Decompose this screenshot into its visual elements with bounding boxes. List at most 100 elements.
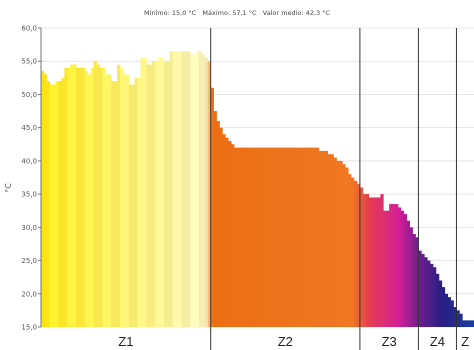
bar (49, 84, 54, 327)
bar (421, 253, 425, 327)
bar (330, 154, 334, 327)
bar (342, 164, 346, 327)
bar (119, 67, 124, 327)
bar (406, 220, 410, 327)
bar (122, 74, 127, 327)
bar (96, 64, 100, 328)
bar (152, 61, 156, 327)
bar (275, 147, 279, 327)
bar (298, 147, 302, 327)
bar (210, 87, 214, 327)
bar (430, 263, 434, 327)
bar (447, 297, 451, 327)
bar (248, 147, 252, 327)
bar (456, 310, 460, 327)
bar-series (41, 51, 474, 328)
bar (313, 147, 317, 327)
bar (155, 61, 159, 327)
bar (108, 74, 112, 327)
bar (371, 197, 375, 327)
bar (465, 320, 469, 327)
bar (219, 127, 223, 328)
bar (128, 84, 133, 327)
bar (61, 77, 65, 327)
bar (41, 71, 45, 327)
avg-temp-text: Valor medio: 42,3 °C (262, 9, 331, 17)
bar (348, 174, 352, 327)
bar (137, 77, 141, 327)
bar (222, 134, 226, 327)
bar (301, 147, 305, 327)
bar (289, 147, 293, 327)
bar (468, 320, 472, 327)
bar (70, 64, 74, 328)
bar (427, 260, 431, 327)
bar (193, 54, 197, 327)
bar (397, 207, 402, 327)
bar (433, 267, 437, 327)
bar (424, 257, 428, 327)
bar (266, 147, 270, 327)
bar (286, 147, 291, 327)
bar (418, 250, 422, 327)
bar (438, 280, 443, 327)
bar (272, 147, 276, 327)
bar (321, 150, 326, 327)
bar (158, 57, 162, 328)
bar (242, 147, 247, 327)
y-tick-label: 35,0 (21, 191, 37, 199)
bar (79, 67, 83, 327)
bar (149, 64, 153, 328)
bar (412, 233, 416, 327)
bar (172, 51, 176, 327)
bar (178, 51, 182, 327)
bar (239, 147, 244, 327)
axes: 60,0 55,0 50,0 45,0 40,0 35,0 30,0 25,0 20,0 15,0 (21, 25, 42, 332)
bar (333, 157, 337, 327)
bar (207, 61, 212, 327)
bar (160, 57, 165, 328)
bar (231, 144, 235, 327)
bar (102, 67, 106, 327)
bar (201, 54, 206, 327)
bar (400, 210, 405, 327)
bar (292, 147, 296, 327)
bar (73, 64, 77, 328)
bar (459, 313, 463, 327)
bar (105, 74, 109, 327)
y-tick-label: 50,0 (21, 91, 37, 99)
bar (111, 81, 115, 328)
bar (318, 150, 323, 327)
bar (368, 197, 372, 327)
bar (435, 273, 440, 327)
bar (169, 51, 174, 327)
y-tick-label: 55,0 (21, 58, 37, 66)
zone-label: Z1 (118, 334, 133, 349)
bar (327, 154, 331, 327)
bar (198, 51, 203, 327)
bar (263, 147, 267, 327)
bar (76, 67, 80, 327)
bar (336, 160, 340, 327)
bar (93, 61, 97, 327)
y-tick-label: 20,0 (21, 290, 37, 298)
bar (187, 51, 191, 327)
y-tick-label: 60,0 (21, 25, 37, 33)
bar (295, 147, 299, 327)
bar (415, 237, 419, 327)
bar (134, 77, 138, 327)
bar (140, 57, 144, 328)
bar (204, 57, 209, 328)
bar (316, 147, 320, 327)
bar (237, 147, 241, 327)
bar (453, 307, 457, 327)
bar (114, 81, 118, 328)
y-tick-label: 40,0 (21, 157, 37, 165)
bar (260, 147, 264, 327)
bar (117, 64, 121, 328)
bar (409, 227, 413, 327)
bar (64, 67, 68, 327)
bar (166, 61, 171, 327)
bar (351, 177, 355, 327)
